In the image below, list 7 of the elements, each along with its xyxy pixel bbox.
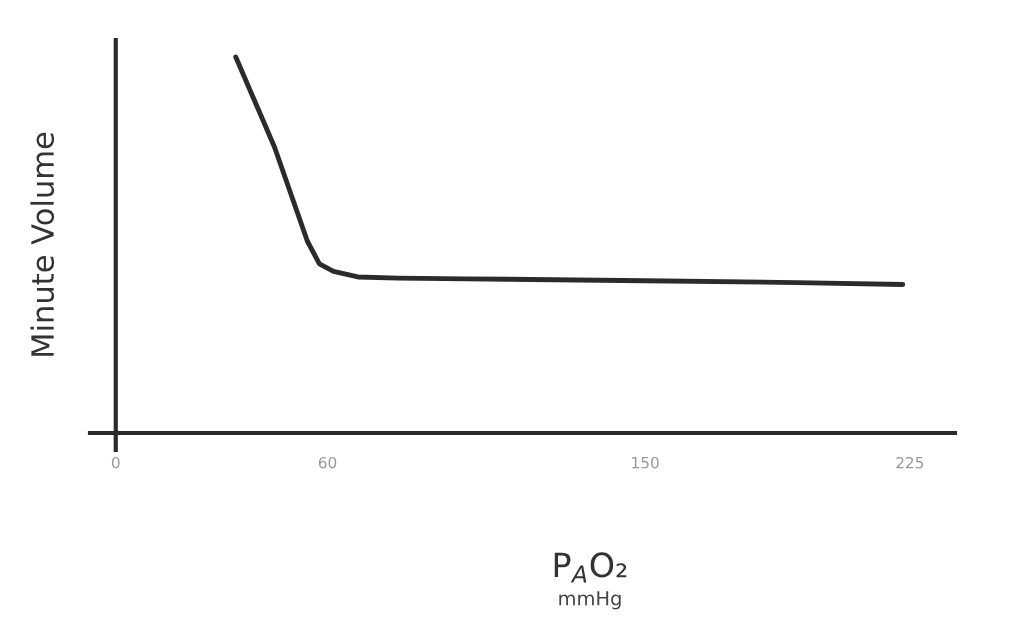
- x-tick-label: 150: [632, 456, 659, 469]
- x-tick-label: 60: [318, 456, 337, 469]
- text: mmHg: [559, 591, 621, 610]
- y-axis-title: Minute Volume: [30, 132, 55, 356]
- x-axis-title: P$_{A}$O₂: [554, 552, 627, 583]
- x-tick-label: 0: [111, 456, 120, 469]
- x-tick-label: 225: [896, 456, 924, 469]
